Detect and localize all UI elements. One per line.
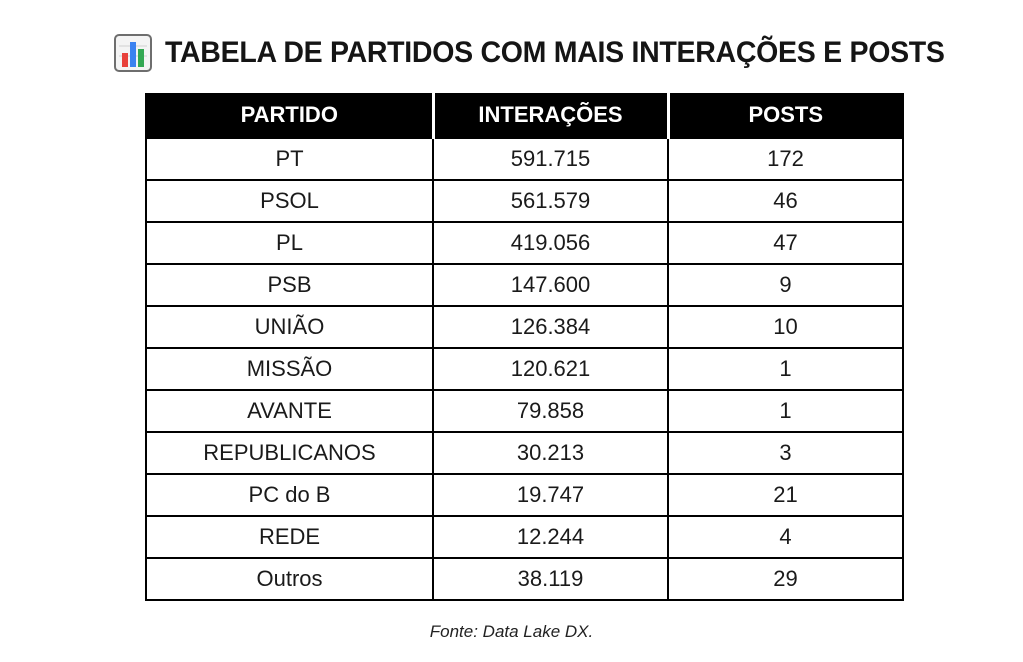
table-row: MISSÃO 120.621 1 (145, 347, 904, 391)
table-row: PT 591.715 172 (145, 137, 904, 181)
party-cell: REDE (145, 515, 434, 559)
page-title-row: TABELA DE PARTIDOS COM MAIS INTERAÇÕES E… (113, 30, 986, 76)
posts-cell: 172 (667, 137, 904, 181)
table-row: PC do B 19.747 21 (145, 473, 904, 517)
posts-cell: 4 (667, 515, 904, 559)
table-row: REDE 12.244 4 (145, 515, 904, 559)
interactions-cell: 38.119 (432, 557, 669, 601)
table-row: PL 419.056 47 (145, 221, 904, 265)
parties-table: PARTIDO INTERAÇÕES POSTS PT 591.715 172 … (145, 93, 904, 601)
interactions-cell: 12.244 (432, 515, 669, 559)
table-row: Outros 38.119 29 (145, 557, 904, 601)
party-cell: UNIÃO (145, 305, 434, 349)
table-row: PSB 147.600 9 (145, 263, 904, 307)
interactions-cell: 561.579 (432, 179, 669, 223)
interactions-cell: 147.600 (432, 263, 669, 307)
posts-cell: 29 (667, 557, 904, 601)
posts-cell: 47 (667, 221, 904, 265)
party-cell: PT (145, 137, 434, 181)
table-row: AVANTE 79.858 1 (145, 389, 904, 433)
posts-cell: 46 (667, 179, 904, 223)
party-cell: PC do B (145, 473, 434, 517)
table-header-row: PARTIDO INTERAÇÕES POSTS (145, 93, 904, 138)
party-cell: Outros (145, 557, 434, 601)
interactions-cell: 79.858 (432, 389, 669, 433)
party-cell: MISSÃO (145, 347, 434, 391)
party-cell: PL (145, 221, 434, 265)
column-header-interacoes: INTERAÇÕES (431, 93, 670, 138)
interactions-cell: 19.747 (432, 473, 669, 517)
interactions-cell: 126.384 (432, 305, 669, 349)
parties-table-container: PARTIDO INTERAÇÕES POSTS PT 591.715 172 … (145, 93, 904, 601)
party-cell: AVANTE (145, 389, 434, 433)
column-header-posts: POSTS (666, 93, 904, 138)
party-cell: PSOL (145, 179, 434, 223)
interactions-cell: 30.213 (432, 431, 669, 475)
column-header-partido: PARTIDO (145, 93, 435, 138)
table-row: REPUBLICANOS 30.213 3 (145, 431, 904, 475)
party-cell: PSB (145, 263, 434, 307)
table-row: UNIÃO 126.384 10 (145, 305, 904, 349)
source-footnote: Fonte: Data Lake DX. (429, 622, 594, 641)
posts-cell: 21 (667, 473, 904, 517)
posts-cell: 1 (667, 347, 904, 391)
posts-cell: 10 (667, 305, 904, 349)
interactions-cell: 419.056 (432, 221, 669, 265)
interactions-cell: 591.715 (432, 137, 669, 181)
bar-chart-icon (114, 34, 152, 72)
interactions-cell: 120.621 (432, 347, 669, 391)
page-title: TABELA DE PARTIDOS COM MAIS INTERAÇÕES E… (165, 36, 945, 69)
posts-cell: 1 (667, 389, 904, 433)
posts-cell: 3 (667, 431, 904, 475)
party-cell: REPUBLICANOS (145, 431, 434, 475)
posts-cell: 9 (667, 263, 904, 307)
table-row: PSOL 561.579 46 (145, 179, 904, 223)
